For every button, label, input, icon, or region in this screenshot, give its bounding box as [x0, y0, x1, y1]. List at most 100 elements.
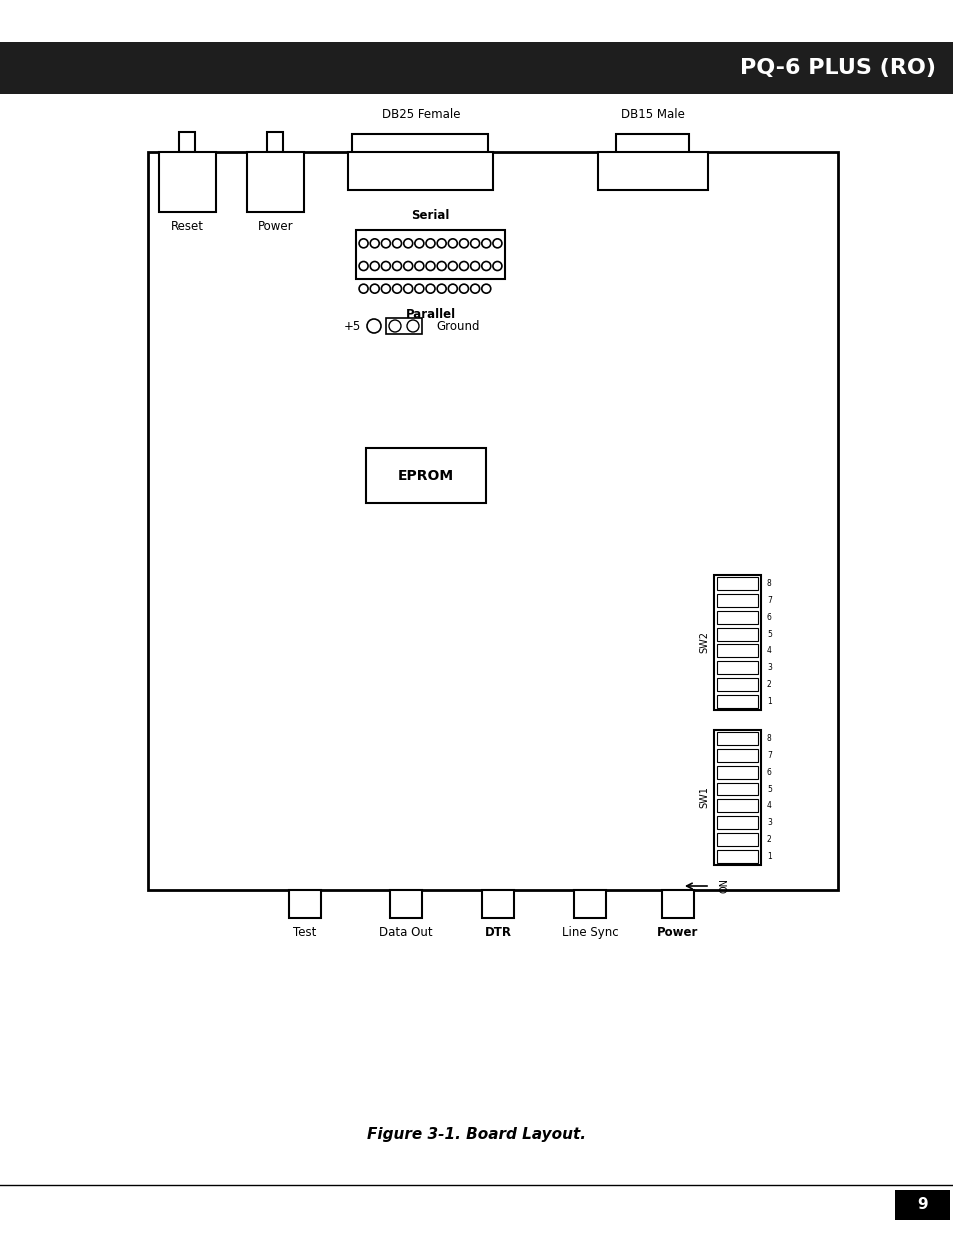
Text: 2: 2 — [766, 680, 771, 689]
Circle shape — [403, 238, 413, 248]
Text: 6: 6 — [766, 613, 771, 621]
Bar — [717, 577, 758, 590]
Circle shape — [358, 262, 368, 270]
Circle shape — [426, 262, 435, 270]
Circle shape — [459, 284, 468, 293]
Text: 3: 3 — [766, 819, 771, 827]
Bar — [713, 576, 760, 710]
Text: 5: 5 — [766, 784, 771, 794]
Circle shape — [370, 238, 379, 248]
Text: Figure 3-1. Board Layout.: Figure 3-1. Board Layout. — [367, 1128, 586, 1142]
Bar — [390, 890, 421, 918]
Bar — [355, 230, 504, 279]
Circle shape — [403, 284, 413, 293]
Text: Ground: Ground — [436, 320, 479, 332]
Text: +5: +5 — [343, 320, 360, 332]
Text: 8: 8 — [766, 579, 771, 588]
Bar — [348, 152, 493, 190]
Bar — [717, 850, 758, 863]
Text: Parallel: Parallel — [405, 308, 456, 321]
Bar — [247, 152, 304, 212]
Text: PQ-6 PLUS (RO): PQ-6 PLUS (RO) — [740, 58, 935, 78]
Circle shape — [426, 284, 435, 293]
Circle shape — [436, 238, 446, 248]
Circle shape — [470, 284, 479, 293]
Circle shape — [370, 262, 379, 270]
Circle shape — [493, 262, 501, 270]
Bar — [717, 695, 758, 708]
Circle shape — [407, 320, 418, 332]
Text: 3: 3 — [766, 663, 771, 672]
Text: 7: 7 — [766, 751, 771, 760]
Bar — [717, 816, 758, 829]
Text: Data Out: Data Out — [378, 926, 433, 939]
Bar — [148, 152, 837, 890]
Bar — [717, 627, 758, 641]
Bar — [717, 645, 758, 657]
Text: 1: 1 — [766, 852, 771, 861]
Text: Power: Power — [257, 220, 293, 233]
Text: 5: 5 — [766, 630, 771, 638]
Bar — [713, 730, 760, 864]
Text: SW2: SW2 — [699, 631, 708, 653]
Text: Serial: Serial — [411, 209, 449, 222]
Circle shape — [415, 238, 423, 248]
Bar — [717, 611, 758, 624]
Circle shape — [358, 238, 368, 248]
Bar — [267, 132, 283, 152]
Bar — [598, 152, 707, 190]
Circle shape — [493, 238, 501, 248]
Bar — [894, 1191, 949, 1220]
Bar — [717, 678, 758, 692]
Bar — [616, 135, 688, 154]
Text: 4: 4 — [766, 802, 771, 810]
Bar — [352, 135, 488, 154]
Circle shape — [389, 320, 400, 332]
Bar — [366, 448, 485, 503]
Circle shape — [459, 262, 468, 270]
Bar — [717, 594, 758, 606]
Bar — [717, 748, 758, 762]
Circle shape — [415, 262, 423, 270]
Circle shape — [481, 238, 490, 248]
Circle shape — [381, 262, 390, 270]
Text: 9: 9 — [916, 1198, 927, 1213]
Text: ON: ON — [720, 878, 729, 893]
Circle shape — [448, 238, 456, 248]
Circle shape — [436, 262, 446, 270]
Text: DB25 Female: DB25 Female — [381, 107, 459, 121]
Circle shape — [426, 238, 435, 248]
Circle shape — [436, 284, 446, 293]
Bar — [717, 662, 758, 674]
Circle shape — [448, 262, 456, 270]
Text: Line Sync: Line Sync — [561, 926, 618, 939]
Circle shape — [481, 284, 490, 293]
Bar — [717, 732, 758, 745]
Bar — [717, 766, 758, 778]
Text: 1: 1 — [766, 697, 771, 706]
Bar — [717, 799, 758, 813]
Bar — [179, 132, 194, 152]
Text: DTR: DTR — [484, 926, 511, 939]
Text: 4: 4 — [766, 646, 771, 656]
Circle shape — [367, 319, 380, 333]
Circle shape — [470, 262, 479, 270]
Circle shape — [358, 284, 368, 293]
Circle shape — [381, 284, 390, 293]
Circle shape — [448, 284, 456, 293]
Bar — [574, 890, 605, 918]
Bar — [481, 890, 514, 918]
Circle shape — [470, 238, 479, 248]
Text: 6: 6 — [766, 768, 771, 777]
Text: DB15 Male: DB15 Male — [620, 107, 684, 121]
Bar — [661, 890, 693, 918]
Bar — [717, 834, 758, 846]
Bar — [0, 42, 953, 94]
Text: SW1: SW1 — [699, 787, 708, 809]
Text: Test: Test — [293, 926, 316, 939]
Text: 2: 2 — [766, 835, 771, 845]
Circle shape — [415, 284, 423, 293]
Text: Reset: Reset — [171, 220, 204, 233]
Circle shape — [392, 284, 401, 293]
Circle shape — [392, 262, 401, 270]
